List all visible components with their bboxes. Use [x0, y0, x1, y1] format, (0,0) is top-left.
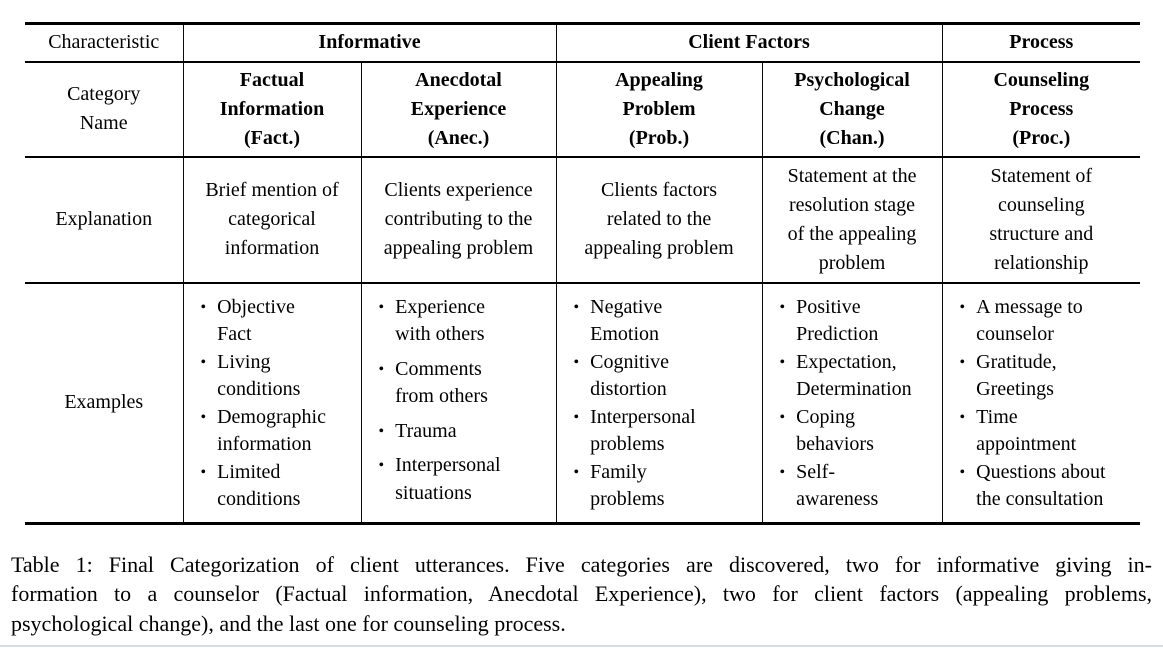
example-item-text: Comments from others: [395, 357, 488, 408]
caption-line: psychological change), and the last one …: [11, 610, 566, 636]
row-label-explanation: Explanation: [25, 156, 183, 284]
example-item-text: Objective Fact: [217, 295, 295, 346]
example-item: • Trauma: [379, 418, 554, 446]
examples-cell-anecdotal-experience: • Experience with others • Comments from ot…: [360, 282, 557, 523]
bullet-icon: •: [200, 408, 207, 426]
category-name-row: Category Name Factual Information (Fact.…: [25, 61, 1141, 158]
bullet-icon: •: [200, 353, 207, 371]
example-item: • Limited conditions: [201, 459, 359, 514]
example-item-text: Family problems: [590, 460, 665, 511]
example-item-text: Demographic information: [217, 405, 326, 456]
row-label-examples: Examples: [64, 391, 144, 413]
bullet-icon: •: [573, 353, 580, 371]
example-item-text: Gratitude, Greetings: [976, 350, 1057, 401]
category-cell-factual-information: Factual Information (Fact.): [182, 61, 361, 158]
bullet-icon: •: [378, 422, 385, 440]
example-item: • A message to counselor: [960, 294, 1139, 349]
bullet-icon: •: [573, 408, 580, 426]
bullet-icon: •: [779, 298, 786, 316]
table-caption: Table 1: Final Categorization of client …: [11, 550, 1152, 639]
example-item: • Living conditions: [201, 349, 359, 404]
categorization-table: Characteristic Informative Client Factor…: [25, 22, 1141, 525]
window-bottom-edge: [0, 645, 1163, 647]
explanation-cell-psychological-change: Statement at the resolution stage of the…: [761, 156, 943, 284]
bullet-icon: •: [959, 408, 966, 426]
bullet-icon: •: [959, 353, 966, 371]
category-cell-psychological-change: Psychological Change (Chan.): [761, 61, 943, 158]
example-list: • A message to counselor • Gratitude, Greet…: [943, 284, 1140, 522]
example-item-text: Expectation, Determination: [796, 350, 912, 401]
example-list: • Negative Emotion • Cognitive distortion • I…: [557, 284, 762, 522]
example-item-text: Experience with others: [395, 295, 486, 346]
example-item: • Coping behaviors: [780, 404, 940, 459]
bullet-icon: •: [378, 298, 385, 316]
row-label-characteristic: Characteristic: [25, 23, 183, 63]
example-item: • Demographic information: [201, 404, 359, 459]
example-item: • Time appointment: [960, 404, 1139, 459]
example-item-text: Interpersonal situations: [395, 454, 501, 504]
bullet-icon: •: [779, 353, 786, 371]
explanation-cell-counseling-process: Statement of counseling structure and re…: [941, 156, 1141, 284]
bullet-icon: •: [378, 457, 385, 475]
example-list: • Objective Fact • Living conditions • Demogr…: [184, 284, 361, 522]
bullet-icon: •: [959, 298, 966, 316]
row-label-category-name: Category Name: [25, 61, 183, 158]
example-item-text: Living conditions: [217, 350, 301, 401]
example-item-text: A message to counselor: [976, 295, 1083, 346]
example-item: • Questions about the consultation: [960, 459, 1139, 514]
example-item: • Expectation, Determination: [780, 349, 940, 404]
example-item: • Interpersonal situations: [379, 452, 554, 507]
example-item: • Self- awareness: [780, 459, 940, 514]
example-item: • Gratitude, Greetings: [960, 349, 1139, 404]
characteristic-row: Characteristic Informative Client Factor…: [25, 23, 1141, 63]
category-cell-appealing-problem: Appealing Problem (Prob.): [555, 61, 763, 158]
explanation-cell-factual-information: Brief mention of categorical information: [182, 156, 361, 284]
example-item-text: Questions about the consultation: [976, 460, 1106, 511]
bullet-icon: •: [200, 298, 207, 316]
example-list: • Experience with others • Comments from ot…: [362, 284, 556, 522]
bullet-icon: •: [779, 463, 786, 481]
category-cell-anecdotal-experience: Anecdotal Experience (Anec.): [360, 61, 557, 158]
bullet-icon: •: [959, 463, 966, 481]
example-item: • Family problems: [574, 459, 760, 514]
bullet-icon: •: [200, 463, 207, 481]
example-list: • Positive Prediction • Expectation, Determ…: [763, 284, 942, 522]
example-item-text: Cognitive distortion: [590, 350, 670, 401]
example-item: • Objective Fact: [201, 294, 359, 349]
example-item-text: Self- awareness: [796, 460, 879, 511]
example-item-text: Time appointment: [976, 405, 1077, 456]
group-header-informative: Informative: [182, 23, 557, 63]
example-item-text: Positive Prediction: [796, 295, 879, 346]
caption-line: formation to a counselor (Factual inform…: [11, 581, 1152, 606]
explanation-row: Explanation Brief mention of categorical…: [25, 156, 1141, 284]
examples-cell-factual-information: • Objective Fact • Living conditions • Demogr…: [182, 282, 361, 523]
example-item: • Cognitive distortion: [574, 349, 760, 404]
example-item: • Experience with others: [379, 294, 554, 349]
example-item: • Positive Prediction: [780, 294, 940, 349]
category-cell-counseling-process: Counseling Process (Proc.): [941, 61, 1141, 158]
example-item: • Comments from others: [379, 356, 554, 411]
examples-cell-psychological-change: • Positive Prediction • Expectation, Determ…: [761, 282, 943, 523]
example-item-text: Coping behaviors: [796, 405, 874, 456]
example-item-text: Negative Emotion: [590, 295, 663, 346]
examples-cell-counseling-process: • A message to counselor • Gratitude, Greet…: [941, 282, 1141, 523]
explanation-cell-appealing-problem: Clients factors related to the appealing…: [555, 156, 763, 284]
caption-line: Table 1: Final Categorization of client …: [11, 551, 1152, 577]
group-header-process: Process: [941, 23, 1141, 63]
example-item: • Interpersonal problems: [574, 404, 760, 459]
bullet-icon: •: [573, 298, 580, 316]
example-item: • Negative Emotion: [574, 294, 760, 349]
examples-cell-appealing-problem: • Negative Emotion • Cognitive distortion • I…: [555, 282, 763, 523]
example-item-text: Interpersonal problems: [590, 405, 696, 456]
group-header-client-factors: Client Factors: [555, 23, 943, 63]
example-item-text: Trauma: [395, 419, 457, 442]
bullet-icon: •: [573, 463, 580, 481]
bullet-icon: •: [378, 360, 385, 378]
bullet-icon: •: [779, 408, 786, 426]
example-item-text: Limited conditions: [217, 460, 301, 511]
explanation-cell-anecdotal-experience: Clients experience contributing to the a…: [360, 156, 557, 284]
examples-row: Examples • Objective Fact • Living conditio…: [25, 282, 1141, 523]
